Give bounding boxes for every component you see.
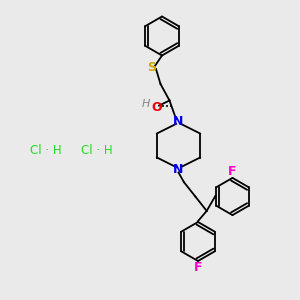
Text: Cl · H: Cl · H xyxy=(81,143,112,157)
Text: H: H xyxy=(142,99,150,109)
Text: S: S xyxy=(147,61,156,74)
Text: N: N xyxy=(173,115,184,128)
Text: O: O xyxy=(151,100,162,114)
Text: N: N xyxy=(173,163,184,176)
Text: F: F xyxy=(228,165,237,178)
Text: •••: ••• xyxy=(160,104,172,110)
Text: Cl · H: Cl · H xyxy=(30,143,61,157)
Text: F: F xyxy=(194,261,202,274)
